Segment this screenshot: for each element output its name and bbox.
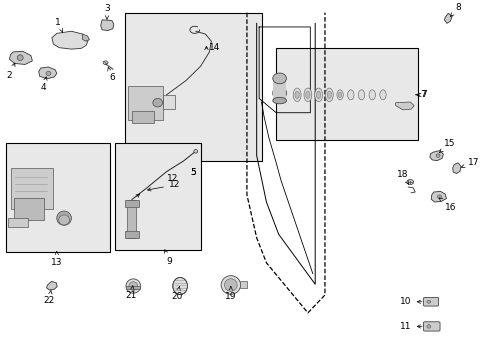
- Ellipse shape: [293, 88, 301, 102]
- Bar: [272, 78, 286, 100]
- Polygon shape: [452, 163, 460, 174]
- Bar: [127, 200, 136, 238]
- Ellipse shape: [17, 55, 23, 60]
- Ellipse shape: [153, 98, 162, 107]
- Polygon shape: [9, 51, 32, 64]
- Text: 22: 22: [44, 290, 55, 305]
- Text: 15: 15: [439, 139, 454, 153]
- Ellipse shape: [304, 88, 311, 102]
- Bar: [5, 143, 110, 252]
- Ellipse shape: [437, 195, 441, 198]
- Polygon shape: [429, 150, 443, 161]
- Text: 12: 12: [166, 174, 178, 183]
- Ellipse shape: [347, 90, 353, 100]
- Ellipse shape: [59, 215, 69, 225]
- Polygon shape: [46, 282, 57, 290]
- Ellipse shape: [129, 282, 138, 290]
- Polygon shape: [395, 102, 413, 110]
- Ellipse shape: [224, 279, 237, 291]
- Bar: [11, 168, 53, 209]
- Text: 16: 16: [438, 198, 455, 212]
- Text: 5: 5: [190, 168, 196, 177]
- Bar: [162, 95, 174, 109]
- Polygon shape: [52, 31, 88, 49]
- Ellipse shape: [272, 97, 286, 104]
- Bar: [132, 111, 154, 123]
- Ellipse shape: [426, 325, 430, 328]
- Ellipse shape: [406, 180, 413, 185]
- Polygon shape: [82, 34, 89, 41]
- Text: 5: 5: [190, 168, 196, 177]
- Text: 21: 21: [125, 286, 137, 300]
- Text: 2: 2: [7, 63, 15, 80]
- Ellipse shape: [338, 92, 341, 98]
- Bar: [14, 198, 43, 220]
- Ellipse shape: [326, 91, 331, 99]
- Ellipse shape: [336, 90, 343, 100]
- Text: 10: 10: [400, 297, 411, 306]
- Bar: [115, 143, 200, 250]
- Ellipse shape: [325, 88, 332, 102]
- Polygon shape: [444, 13, 451, 23]
- Ellipse shape: [379, 90, 386, 100]
- Text: 7: 7: [419, 90, 425, 99]
- Ellipse shape: [57, 211, 71, 225]
- Polygon shape: [39, 67, 57, 79]
- Text: 13: 13: [51, 251, 62, 267]
- Ellipse shape: [316, 91, 320, 99]
- Polygon shape: [101, 20, 114, 31]
- Text: 12: 12: [147, 180, 180, 191]
- Text: 19: 19: [224, 287, 236, 301]
- Bar: [239, 281, 247, 288]
- Bar: [126, 286, 140, 289]
- FancyBboxPatch shape: [423, 297, 438, 306]
- Text: 17: 17: [461, 158, 478, 168]
- Text: 9: 9: [164, 250, 172, 266]
- Ellipse shape: [368, 90, 375, 100]
- Bar: [276, 48, 417, 140]
- Text: 11: 11: [400, 322, 411, 331]
- Ellipse shape: [221, 276, 240, 294]
- Text: 18: 18: [396, 170, 407, 184]
- Text: 14: 14: [209, 43, 220, 52]
- Ellipse shape: [426, 300, 430, 303]
- Ellipse shape: [272, 73, 286, 84]
- Ellipse shape: [314, 88, 322, 102]
- Text: 6: 6: [107, 67, 115, 82]
- Bar: [125, 13, 261, 161]
- Ellipse shape: [272, 86, 286, 100]
- Bar: [8, 218, 27, 227]
- Text: 1: 1: [55, 18, 62, 32]
- Text: 3: 3: [104, 4, 110, 19]
- Bar: [125, 200, 139, 207]
- Ellipse shape: [126, 279, 141, 293]
- Ellipse shape: [435, 154, 439, 157]
- Text: 20: 20: [171, 287, 183, 301]
- Polygon shape: [430, 192, 446, 202]
- Text: 4: 4: [41, 77, 47, 93]
- Ellipse shape: [358, 90, 364, 100]
- Bar: [128, 86, 162, 120]
- Ellipse shape: [103, 61, 108, 64]
- Ellipse shape: [172, 278, 187, 294]
- Text: 8: 8: [449, 3, 460, 17]
- Bar: [125, 231, 139, 238]
- FancyBboxPatch shape: [423, 322, 439, 331]
- Text: 7: 7: [421, 90, 427, 99]
- Ellipse shape: [294, 91, 299, 99]
- Ellipse shape: [46, 71, 51, 76]
- Ellipse shape: [193, 149, 197, 153]
- Ellipse shape: [305, 91, 309, 99]
